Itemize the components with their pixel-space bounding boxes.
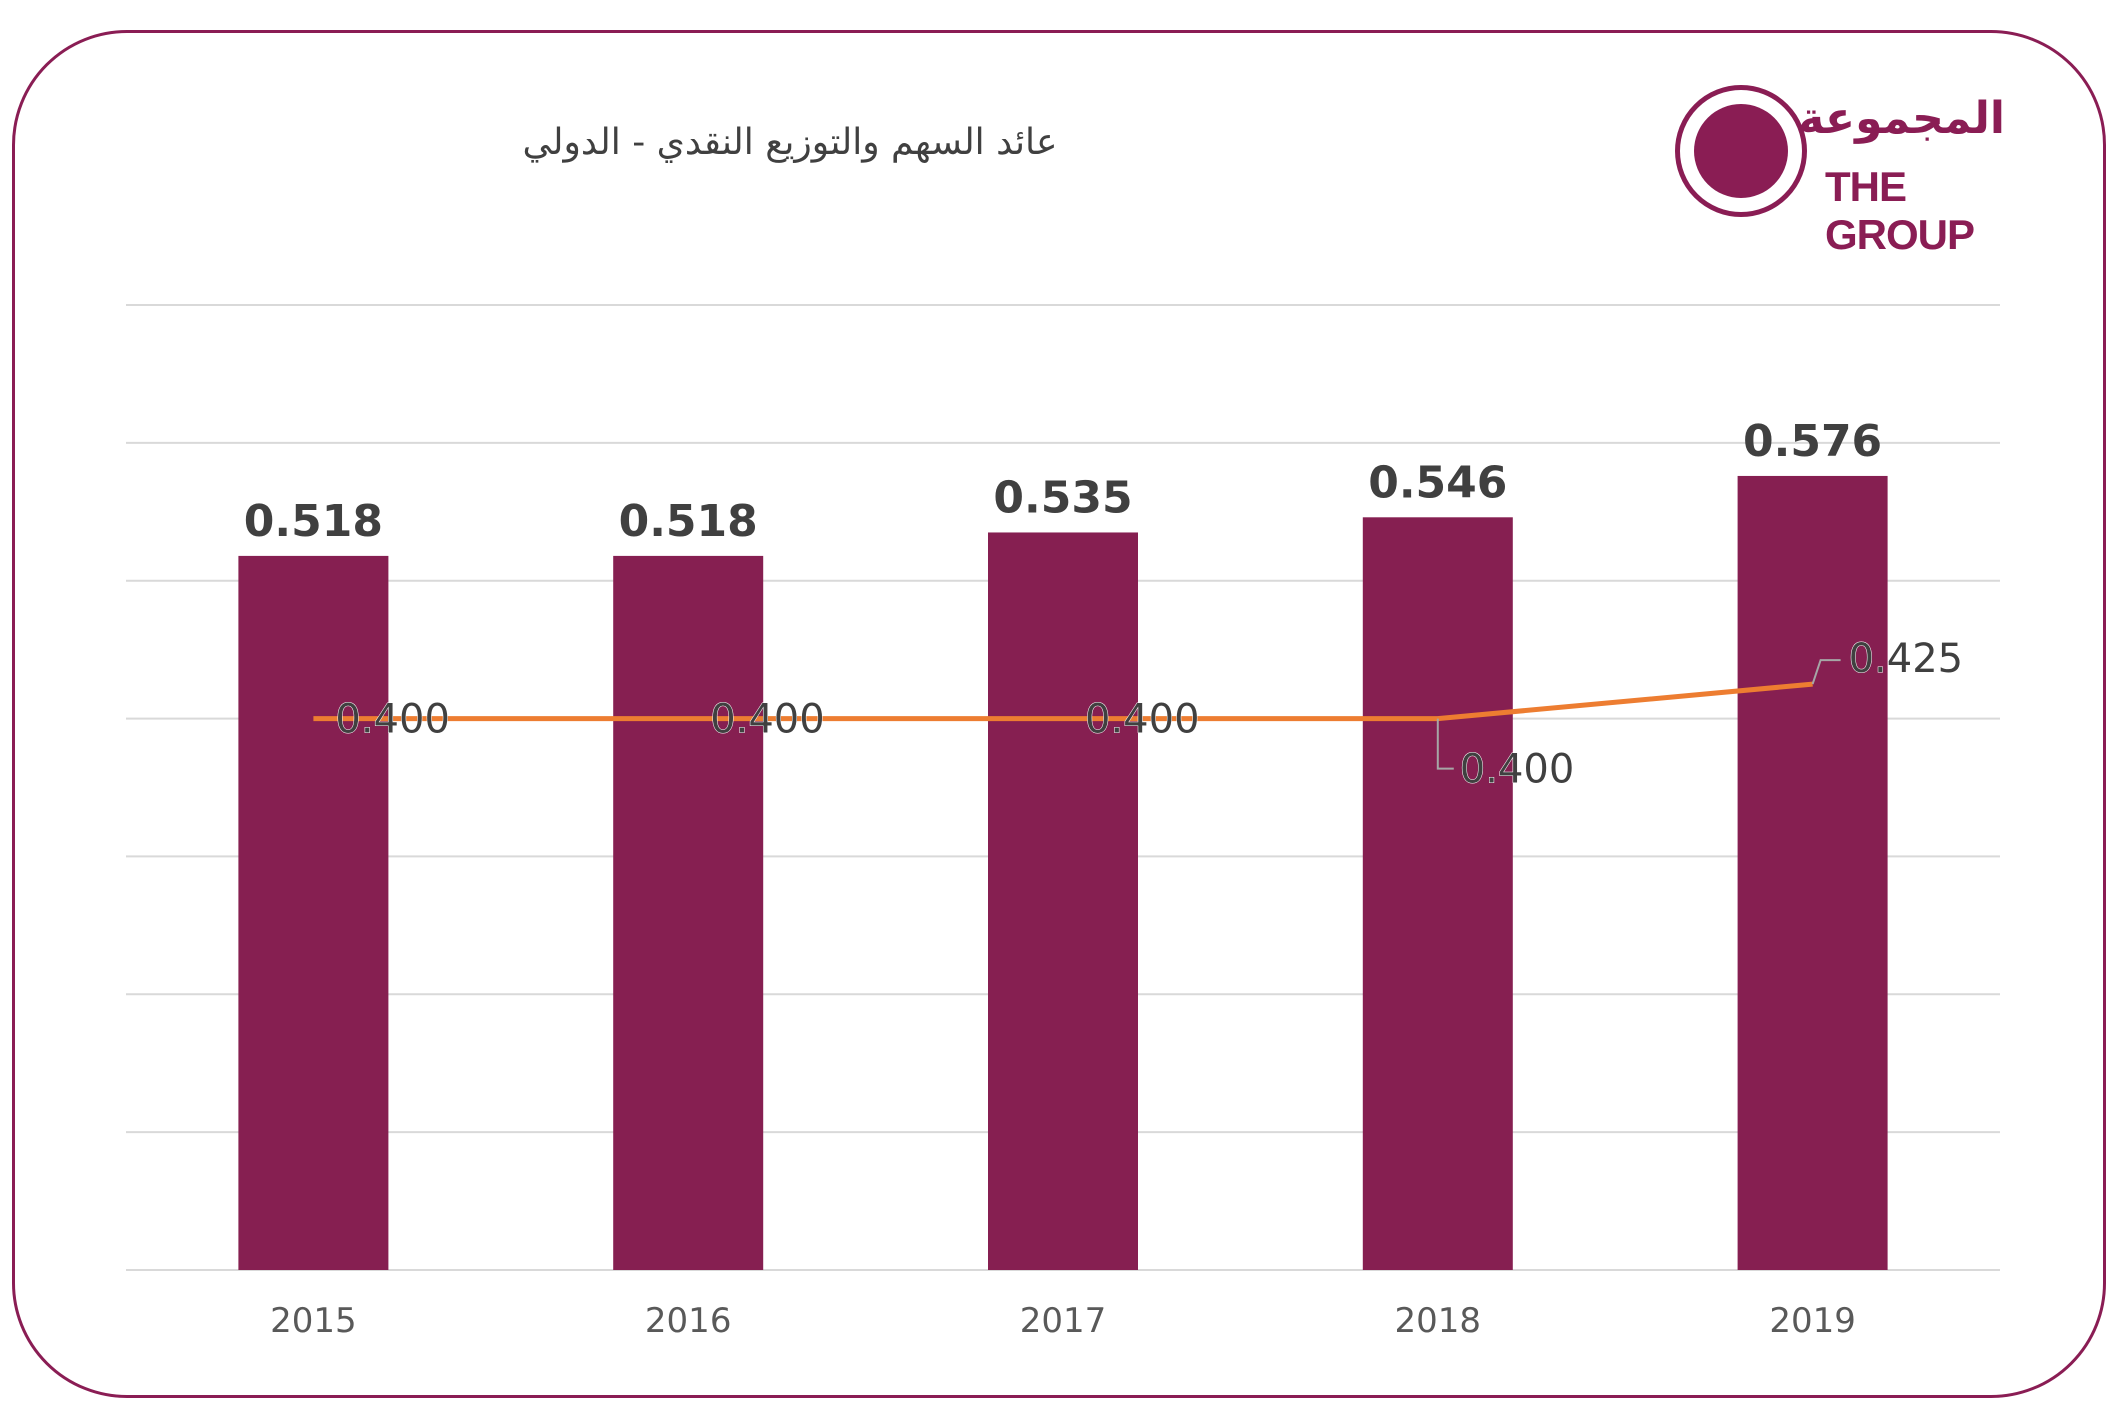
label-leader-line xyxy=(1811,659,1841,685)
bar[interactable] xyxy=(613,555,764,1270)
company-logo: المجموعة THE GROUP xyxy=(1675,85,2035,258)
x-tick-label: 2015 xyxy=(270,1301,357,1341)
data-labels: 0.518 0.518 0.535 0.546 0.576 0.400 0.400 0.400… xyxy=(244,416,1964,793)
chart-title: عائد السهم والتوزيع النقدي - الدولي xyxy=(522,122,1058,163)
bar-value-label: 0.546 xyxy=(1368,457,1507,508)
line-value-label: 0.425 xyxy=(1849,636,1964,682)
logo-arabic-text: المجموعة xyxy=(1798,93,2005,144)
x-tick-label: 2019 xyxy=(1769,1301,1856,1341)
x-tick-label: 2017 xyxy=(1020,1301,1107,1341)
line-value-label: 0.400 xyxy=(1460,747,1575,793)
line-value-label: 0.400 xyxy=(710,697,825,743)
x-axis-ticks: 2015 2016 2017 2018 2019 xyxy=(270,1301,1856,1341)
line-value-label: 0.400 xyxy=(335,697,450,743)
bar[interactable] xyxy=(988,532,1138,1270)
line-value-label: 0.400 xyxy=(1085,697,1200,743)
line-series xyxy=(313,681,1813,722)
bar-value-label: 0.518 xyxy=(244,496,383,547)
x-tick-label: 2016 xyxy=(645,1301,732,1341)
bar[interactable] xyxy=(1737,475,1888,1270)
bar-series xyxy=(238,475,1888,1270)
bar-value-label: 0.518 xyxy=(619,496,758,547)
slide-frame xyxy=(12,30,2106,1398)
bar-value-label: 0.535 xyxy=(993,472,1132,523)
x-tick-label: 2018 xyxy=(1395,1301,1482,1341)
logo-emblem-icon xyxy=(1675,85,1807,217)
label-leader-line xyxy=(1436,718,1454,770)
bar[interactable] xyxy=(238,555,389,1270)
logo-english-text: THE GROUP xyxy=(1825,163,1975,258)
line-series-path[interactable] xyxy=(313,681,1813,722)
bar[interactable] xyxy=(1362,517,1513,1270)
bar-value-label: 0.576 xyxy=(1743,416,1882,467)
